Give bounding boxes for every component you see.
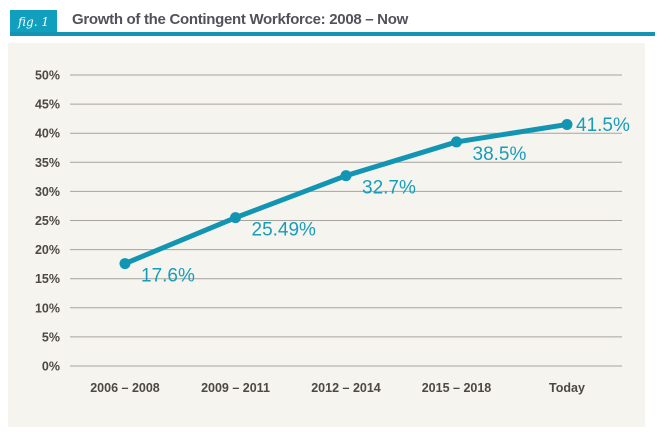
y-axis-tick-label: 20%	[35, 243, 60, 257]
x-axis-tick-label: 2012 – 2014	[311, 381, 381, 395]
y-axis-tick-label: 15%	[35, 272, 60, 286]
x-axis-tick-label: Today	[549, 381, 585, 395]
y-axis-tick-label: 40%	[35, 127, 60, 141]
x-axis-tick-label: 2006 – 2008	[90, 381, 160, 395]
chart-title: Growth of the Contingent Workforce: 2008…	[72, 11, 408, 28]
y-axis-tick-label: 30%	[35, 185, 60, 199]
chart-panel: 0% 5% 10% 15% 20% 25% 30% 35% 40% 45% 50% 2006 – 20…	[8, 43, 645, 427]
title-underline-rule	[10, 32, 655, 36]
data-point-label: 41.5%	[576, 115, 630, 136]
data-point-label: 25.49%	[252, 220, 317, 241]
line-chart: 0% 5% 10% 15% 20% 25% 30% 35% 40% 45% 50% 2006 – 20…	[35, 69, 630, 396]
data-point-label: 17.6%	[141, 266, 195, 287]
y-axis-tick-label: 25%	[35, 214, 60, 228]
y-axis-tick-label: 10%	[35, 301, 60, 315]
y-axis-tick-label: 45%	[35, 98, 60, 112]
y-axis-tick-label: 35%	[35, 156, 60, 170]
data-point-label: 32.7%	[362, 178, 416, 199]
y-axis-tick-label: 50%	[35, 69, 60, 83]
data-point	[451, 136, 462, 148]
x-axis-tick-label: 2009 – 2011	[201, 381, 270, 395]
data-point-label: 38.5%	[473, 144, 527, 165]
figure-number-label: fig. 1	[18, 14, 49, 29]
y-axis-tick-label: 0%	[42, 360, 60, 374]
y-axis-tick-label: 5%	[42, 330, 60, 344]
data-point	[230, 212, 241, 224]
data-point	[561, 118, 573, 130]
figure-number-badge: fig. 1	[10, 10, 57, 33]
data-point	[340, 170, 352, 182]
x-axis-tick-label: 2015 – 2018	[422, 381, 492, 395]
data-point	[119, 258, 131, 270]
